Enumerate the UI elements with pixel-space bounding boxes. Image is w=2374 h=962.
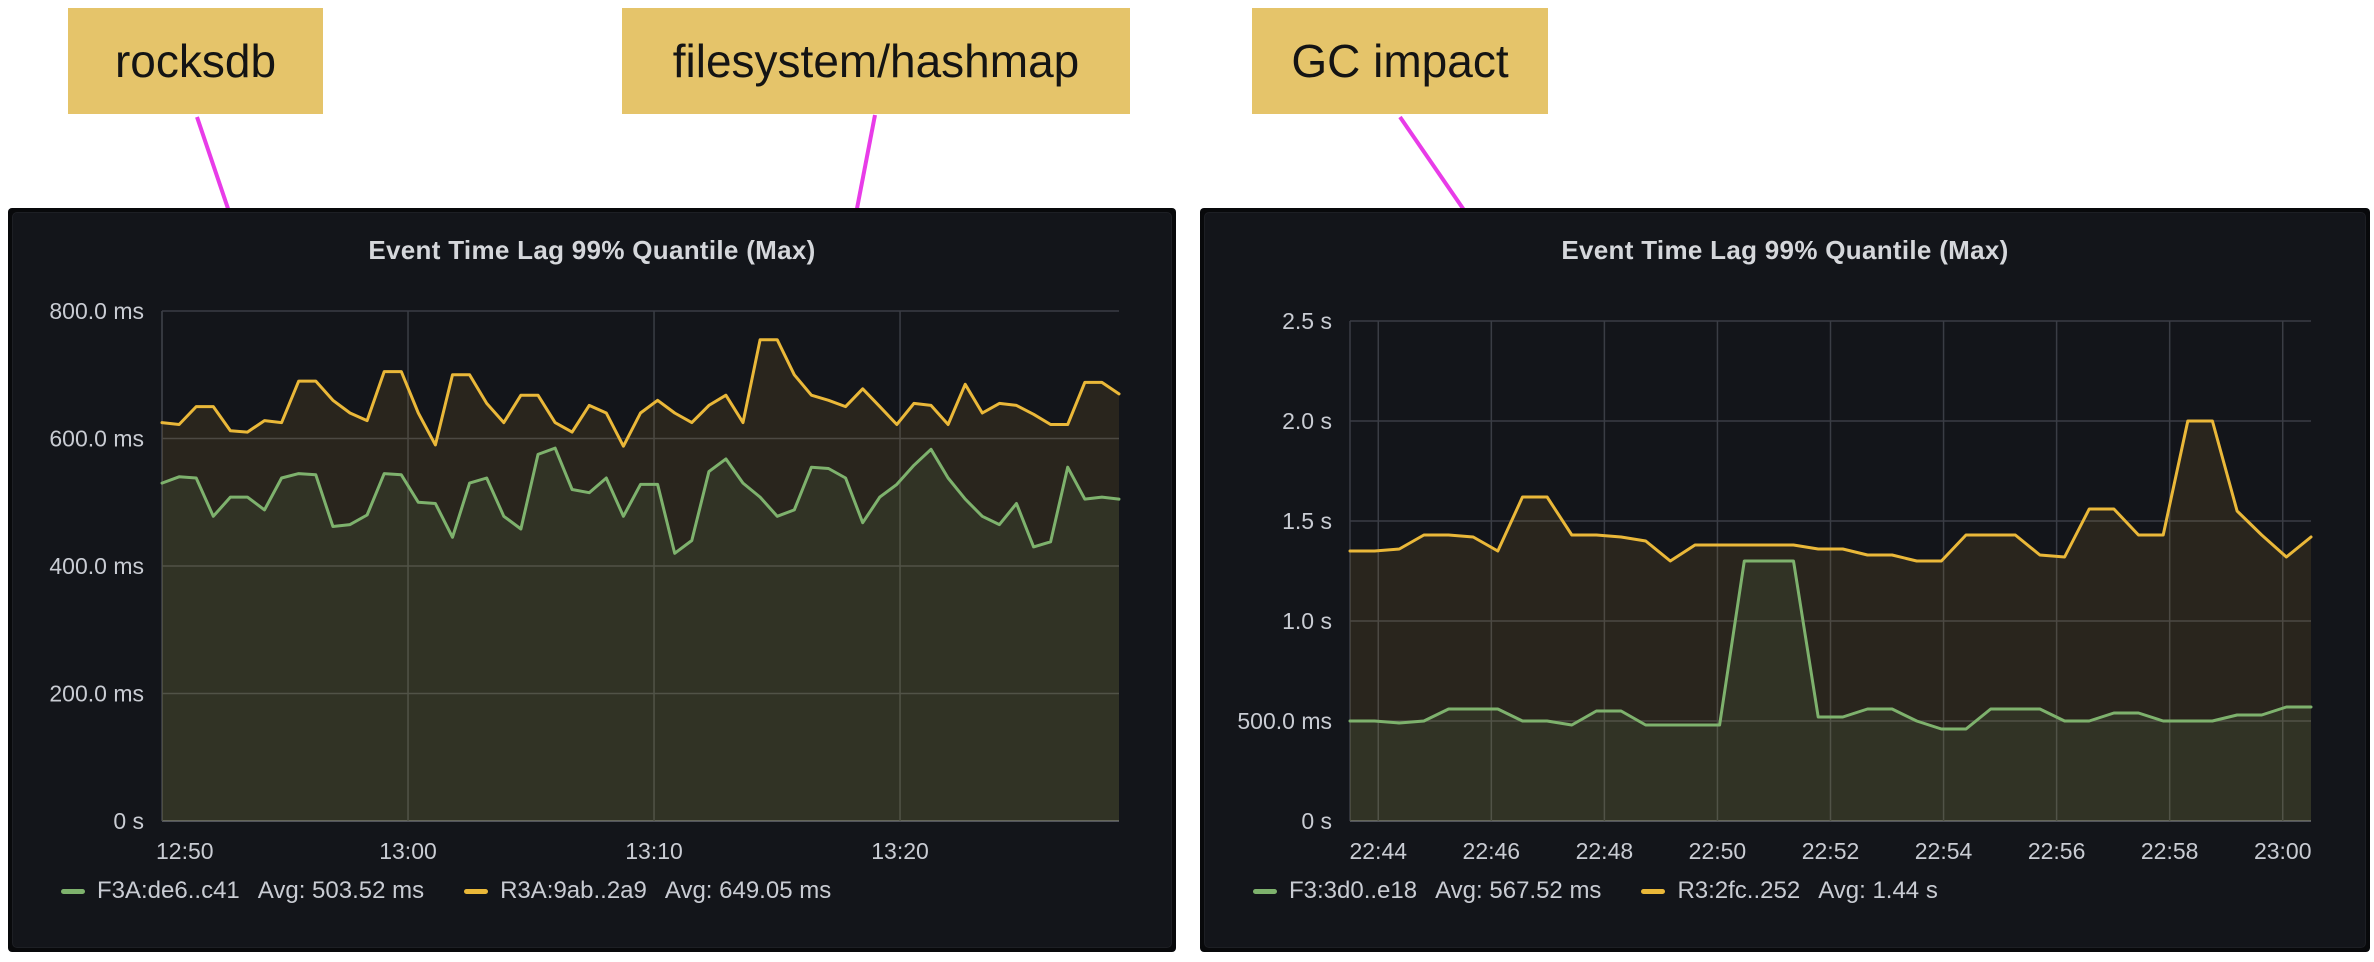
legend-item-green[interactable]: F3A:de6..c41 Avg: 503.52 ms: [61, 877, 424, 905]
panel-surface: Event Time Lag 99% Quantile (Max) 2.5 s 2…: [1204, 212, 2366, 948]
series-swatch-yellow: [1641, 888, 1666, 894]
series-name: F3A:de6..c41: [97, 877, 240, 904]
svg-text:0 s: 0 s: [1301, 808, 1332, 834]
series-avg: Avg: 567.52 ms: [1435, 877, 1602, 904]
svg-text:22:46: 22:46: [1463, 838, 1521, 864]
series-swatch-yellow: [464, 888, 489, 894]
series-swatch-green: [1253, 888, 1277, 894]
svg-text:1.0 s: 1.0 s: [1282, 608, 1332, 634]
legend-item-yellow[interactable]: R3A:9ab..2a9 Avg: 649.05 ms: [464, 877, 831, 905]
svg-text:22:50: 22:50: [1689, 838, 1747, 864]
svg-text:200.0 ms: 200.0 ms: [49, 681, 144, 707]
series-name: F3:3d0..e18: [1289, 877, 1418, 904]
series-avg: Avg: 1.44 s: [1818, 877, 1938, 904]
svg-text:1.5 s: 1.5 s: [1282, 508, 1332, 534]
svg-text:0 s: 0 s: [113, 808, 144, 834]
series-avg: Avg: 503.52 ms: [257, 877, 425, 904]
legend: F3A:de6..c41 Avg: 503.52 ms R3A:9ab..2a9…: [61, 877, 831, 905]
svg-text:500.0 ms: 500.0 ms: [1237, 708, 1332, 734]
svg-text:22:48: 22:48: [1576, 838, 1634, 864]
timeseries-chart-right[interactable]: 2.5 s 2.0 s 1.5 s 1.0 s 500.0 ms 0 s 22:44 22:4…: [1205, 213, 2367, 954]
svg-text:13:00: 13:00: [379, 838, 437, 864]
timeseries-chart-left[interactable]: 800.0 ms 600.0 ms 400.0 ms 200.0 ms 0 s 12:50…: [13, 213, 1173, 954]
svg-text:23:00: 23:00: [2254, 838, 2312, 864]
annotation-label-filesystem-hashmap: filesystem/hashmap: [622, 8, 1130, 114]
svg-text:400.0 ms: 400.0 ms: [49, 553, 144, 579]
series-name: R3:2fc..252: [1677, 877, 1801, 904]
svg-text:600.0 ms: 600.0 ms: [49, 426, 144, 452]
panel-title[interactable]: Event Time Lag 99% Quantile (Max): [1561, 235, 2009, 265]
series-avg: Avg: 649.05 ms: [664, 877, 832, 904]
annotation-label-rocksdb: rocksdb: [68, 8, 323, 114]
series-swatch-green: [61, 888, 85, 894]
annotation-label-gc-impact: GC impact: [1252, 8, 1548, 114]
panel-surface: Event Time Lag 99% Quantile (Max) 800.0 …: [12, 212, 1172, 948]
svg-text:2.0 s: 2.0 s: [1282, 408, 1332, 434]
svg-text:22:52: 22:52: [1802, 838, 1860, 864]
svg-text:22:44: 22:44: [1349, 838, 1407, 864]
svg-text:13:20: 13:20: [871, 838, 929, 864]
legend: F3:3d0..e18 Avg: 567.52 ms R3:2fc..252 A…: [1253, 877, 1938, 905]
svg-text:13:10: 13:10: [625, 838, 683, 864]
grafana-panel-left: Event Time Lag 99% Quantile (Max) 800.0 …: [8, 208, 1176, 952]
panel-title[interactable]: Event Time Lag 99% Quantile (Max): [368, 235, 816, 265]
legend-item-yellow[interactable]: R3:2fc..252 Avg: 1.44 s: [1641, 877, 1938, 905]
series-name: R3A:9ab..2a9: [500, 877, 647, 904]
svg-text:22:56: 22:56: [2028, 838, 2086, 864]
legend-item-green[interactable]: F3:3d0..e18 Avg: 567.52 ms: [1253, 877, 1601, 905]
svg-text:22:54: 22:54: [1915, 838, 1973, 864]
svg-text:2.5 s: 2.5 s: [1282, 308, 1332, 334]
svg-text:800.0 ms: 800.0 ms: [49, 298, 144, 324]
svg-text:12:50: 12:50: [156, 838, 214, 864]
svg-text:22:58: 22:58: [2141, 838, 2199, 864]
